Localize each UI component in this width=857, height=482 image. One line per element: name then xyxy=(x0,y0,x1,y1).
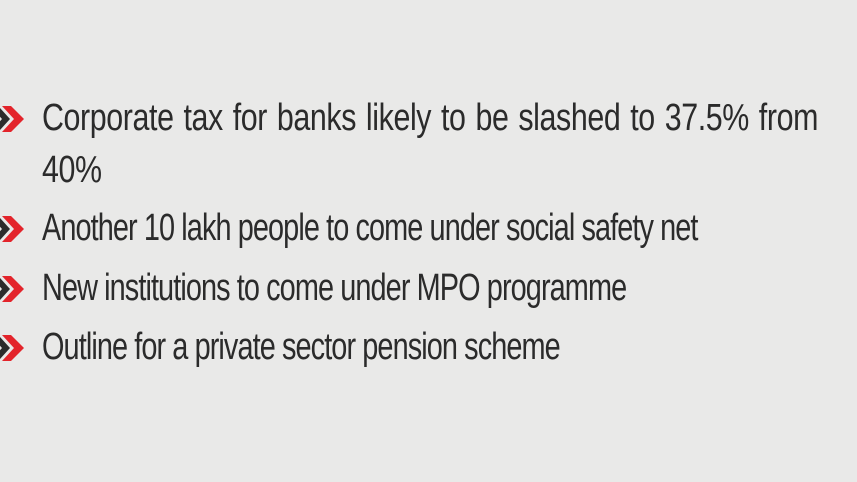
list-item-text: Corporate tax for banks likely to be sla… xyxy=(42,97,818,191)
list-item-text: Outline for a private sector pension sch… xyxy=(42,326,561,368)
list-item-text: Another 10 lakh people to come under soc… xyxy=(42,207,698,249)
list-item-text: New institutions to come under MPO progr… xyxy=(42,267,627,309)
double-chevron-right-icon xyxy=(0,106,24,132)
double-chevron-right-icon xyxy=(0,216,24,242)
double-chevron-right-icon xyxy=(0,335,24,361)
double-chevron-right-icon xyxy=(0,276,24,302)
